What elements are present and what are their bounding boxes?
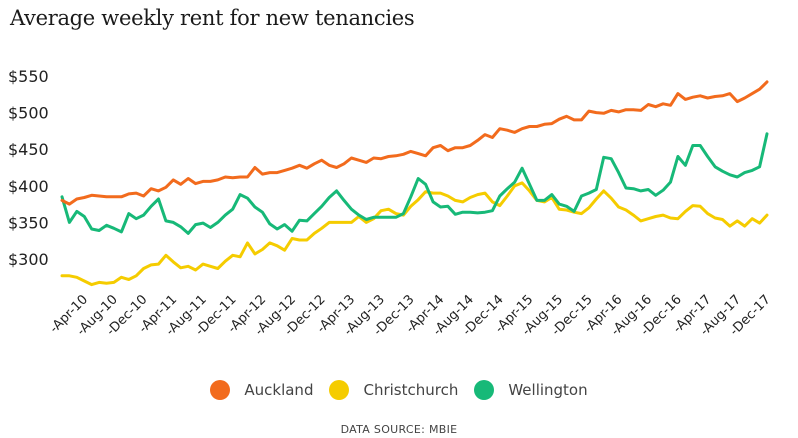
legend-dot-icon — [329, 380, 350, 400]
legend-item-wellington[interactable]: Wellington — [474, 380, 588, 400]
y-tick-label: $450 — [8, 140, 49, 159]
data-source: DATA SOURCE: MBIE — [340, 423, 458, 436]
y-tick-label: $350 — [8, 213, 49, 232]
series-line-christchurch[interactable] — [60, 181, 769, 287]
legend-label: Auckland — [244, 381, 314, 399]
series-line-wellington[interactable] — [60, 132, 769, 235]
legend-label: Wellington — [508, 381, 588, 399]
chart-title: Average weekly rent for new tenancies — [10, 6, 415, 30]
legend-dot-icon — [210, 380, 231, 400]
y-tick-label: $400 — [8, 177, 49, 196]
series-line-auckland[interactable] — [60, 80, 769, 206]
legend-label: Christchurch — [363, 381, 459, 399]
legend-item-christchurch[interactable]: Christchurch — [329, 380, 458, 400]
y-tick-label: $300 — [8, 250, 49, 269]
legend-item-auckland[interactable]: Auckland — [210, 380, 313, 400]
legend-dot-icon — [474, 380, 495, 400]
chart-legend: Auckland Christchurch Wellington — [0, 380, 798, 400]
y-tick-label: $500 — [8, 104, 49, 123]
y-tick-label: $550 — [8, 67, 49, 86]
line-chart: $300$350$400$450$500$550-Apr-10-Aug-10-D… — [8, 67, 774, 339]
